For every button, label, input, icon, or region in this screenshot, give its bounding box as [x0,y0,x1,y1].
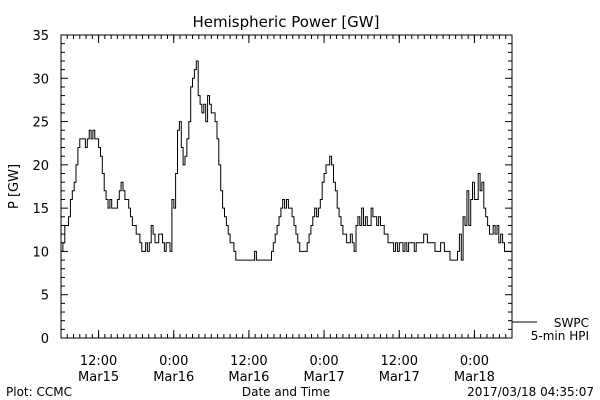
series-layer [61,60,512,261]
y-tick-label: 20 [32,159,49,174]
y-tick-label: 10 [32,245,49,260]
y-axis-label: P [GW] [7,164,22,209]
y-tick-label: 15 [32,202,49,217]
x-tick-time-label: 12:00 [230,354,267,369]
x-tick-time-label: 0:00 [460,354,489,369]
chart-axes: 0510152025303512:00Mar150:00Mar1612:00Ma… [32,29,513,385]
x-tick-time-label: 12:00 [80,354,117,369]
plot-credit: Plot: CCMC [6,385,72,399]
x-axis-label: Date and Time [242,385,330,399]
x-tick-date-label: Mar16 [153,370,194,385]
y-tick-label: 35 [32,29,49,44]
y-tick-label: 0 [41,332,49,347]
x-tick-date-label: Mar17 [379,370,420,385]
x-tick-date-label: Mar17 [304,370,345,385]
x-tick-time-label: 0:00 [309,354,338,369]
y-tick-label: 5 [41,289,49,304]
y-tick-label: 30 [32,72,49,87]
plot-frame [60,34,513,339]
plot-timestamp: 2017/03/18 04:35:07 [467,385,594,399]
x-tick-date-label: Mar16 [228,370,269,385]
x-tick-time-label: 12:00 [381,354,418,369]
legend-entry: 5-min HPI [531,329,589,343]
chart-title: Hemispheric Power [GW] [193,13,380,31]
x-tick-date-label: Mar18 [454,370,495,385]
series-line-swpc [61,60,512,261]
x-tick-time-label: 0:00 [159,354,188,369]
legend-entry: SWPC [554,316,589,330]
y-tick-label: 25 [32,116,49,131]
x-tick-date-label: Mar15 [78,370,119,385]
